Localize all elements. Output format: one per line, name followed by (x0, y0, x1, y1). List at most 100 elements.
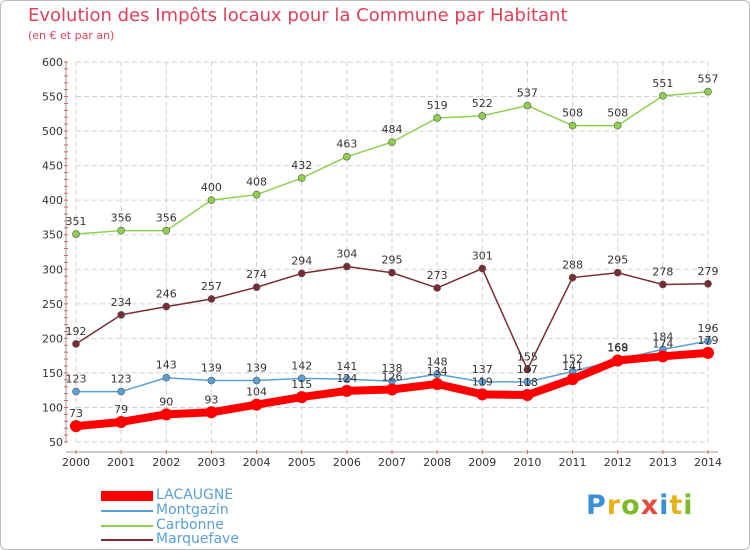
data-point-carbonne (297, 174, 306, 182)
data-point-montgazin (207, 376, 216, 385)
data-point-montgazin (72, 387, 80, 396)
legend-swatch-carbonne (101, 525, 153, 527)
data-label-montgazin: 123 (66, 373, 87, 386)
data-point-lacaugne (431, 377, 444, 390)
data-point-montgazin (433, 370, 441, 379)
data-label-montgazin: 143 (156, 359, 177, 372)
data-point-carbonne (117, 226, 125, 235)
chart-subtitle: (en € et par an) (28, 29, 115, 42)
logo-letter: t (669, 490, 684, 521)
data-point-montgazin (523, 378, 532, 386)
data-point-carbonne (523, 101, 532, 110)
x-tick-label: 2007 (378, 456, 406, 469)
data-point-marquefave (117, 311, 125, 319)
data-point-carbonne (433, 114, 441, 122)
y-tick-label: 200 (42, 332, 63, 345)
data-label-carbonne: 463 (336, 138, 357, 151)
data-point-carbonne (252, 190, 261, 199)
data-label-carbonne: 351 (66, 215, 87, 228)
data-label-lacaugne: 126 (382, 370, 403, 383)
data-label-carbonne: 557 (698, 73, 719, 86)
data-point-marquefave (388, 268, 396, 277)
data-point-carbonne (343, 152, 351, 161)
data-point-lacaugne (521, 389, 534, 402)
y-tick-label: 600 (42, 56, 63, 69)
data-point-lacaugne (160, 408, 173, 421)
data-label-lacaugne: 168 (607, 341, 628, 354)
y-tick-label: 150 (42, 367, 63, 380)
legend-label-marquefave: Marquefave (156, 531, 239, 547)
data-label-lacaugne: 179 (698, 334, 719, 347)
data-label-marquefave: 278 (652, 265, 673, 278)
y-tick-label: 300 (42, 263, 63, 276)
x-tick-label: 2009 (468, 456, 496, 469)
data-point-carbonne (72, 230, 80, 238)
data-label-lacaugne: 79 (114, 403, 128, 416)
data-label-lacaugne: 93 (204, 393, 218, 406)
data-point-marquefave (659, 280, 667, 289)
data-label-marquefave: 192 (66, 325, 87, 338)
data-label-marquefave: 257 (201, 280, 222, 293)
data-point-lacaugne (611, 354, 624, 367)
data-label-lacaugne: 134 (427, 365, 448, 378)
logo-letter: i (659, 490, 670, 521)
y-tick-label: 550 (42, 91, 63, 104)
x-tick-label: 2008 (423, 456, 451, 469)
data-label-carbonne: 408 (246, 176, 267, 189)
data-label-marquefave: 246 (156, 288, 177, 301)
logo-letter: P (586, 490, 607, 521)
x-tick-label: 2001 (107, 456, 135, 469)
data-label-lacaugne: 73 (69, 407, 83, 420)
data-point-lacaugne (70, 420, 82, 433)
x-tick-label: 2003 (197, 456, 225, 469)
data-label-lacaugne: 141 (562, 360, 583, 373)
data-point-carbonne (162, 226, 171, 235)
y-tick-label: 500 (42, 125, 63, 138)
data-point-marquefave (568, 273, 577, 282)
data-label-montgazin: 169 (607, 341, 628, 354)
data-label-montgazin: 139 (201, 362, 222, 375)
data-point-marquefave (523, 365, 532, 374)
data-point-marquefave (72, 340, 80, 348)
data-point-carbonne (207, 196, 216, 204)
data-point-marquefave (613, 268, 622, 277)
data-point-marquefave (207, 295, 216, 303)
data-label-carbonne: 508 (607, 107, 628, 120)
data-point-lacaugne (656, 350, 669, 363)
data-label-montgazin: 137 (517, 363, 538, 376)
data-label-marquefave: 304 (336, 248, 357, 261)
y-tick-label: 50 (49, 436, 63, 449)
data-point-montgazin (343, 375, 351, 383)
data-label-marquefave: 288 (562, 259, 583, 272)
data-point-lacaugne (250, 398, 263, 411)
data-label-marquefave: 295 (382, 254, 403, 267)
data-label-marquefave: 301 (472, 250, 493, 263)
y-tick-label: 450 (42, 160, 63, 173)
data-point-montgazin (117, 387, 125, 396)
data-point-lacaugne (566, 373, 579, 386)
data-label-carbonne: 551 (652, 77, 673, 90)
data-point-montgazin (704, 337, 712, 345)
data-label-lacaugne: 115 (291, 378, 312, 391)
y-tick-label: 350 (42, 229, 63, 242)
data-label-carbonne: 356 (156, 212, 177, 225)
x-tick-label: 2004 (243, 456, 271, 469)
legend-swatch-lacaugne (101, 491, 153, 501)
x-tick-label: 2005 (288, 456, 316, 469)
data-label-lacaugne: 124 (336, 372, 357, 385)
data-label-marquefave: 295 (607, 254, 628, 267)
data-label-lacaugne: 104 (246, 386, 267, 399)
data-point-carbonne (613, 121, 622, 130)
data-label-carbonne: 432 (291, 159, 312, 172)
legend-swatch-montgazin (101, 510, 153, 512)
proxiti-logo: Proxiti (586, 490, 694, 521)
data-point-marquefave (433, 284, 441, 292)
data-point-carbonne (659, 92, 667, 100)
legend-swatch-marquefave (101, 539, 153, 541)
data-point-montgazin (297, 374, 306, 383)
data-label-marquefave: 274 (246, 268, 267, 281)
data-label-carbonne: 400 (201, 181, 222, 194)
data-label-montgazin: 142 (291, 359, 312, 372)
data-point-marquefave (704, 279, 712, 288)
y-tick-label: 100 (42, 401, 63, 414)
